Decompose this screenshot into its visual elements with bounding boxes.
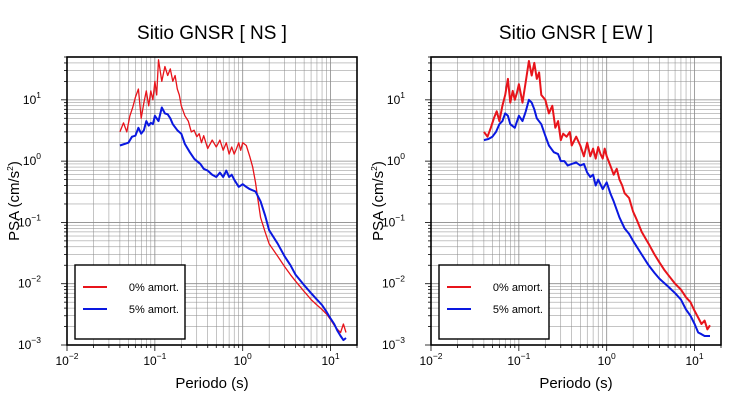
x-axis-label: Periodo (s) (539, 375, 612, 392)
tick-exponent: 1 (400, 90, 405, 100)
chart-title: Sitio GNSR [ EW ] (499, 23, 653, 44)
y-tick-label: 10−1 (18, 212, 41, 229)
tick-exponent: −2 (395, 274, 405, 284)
x-tick-label: 10−1 (143, 351, 166, 368)
chart-ns: Sitio GNSR [ NS ]10−2 10−1 100 10110−310−21… (5, 23, 358, 392)
tick-base: 10 (23, 93, 37, 107)
tick-exponent: 0 (611, 351, 616, 361)
tick-base: 10 (507, 354, 521, 368)
tick-base: 10 (18, 277, 32, 291)
tick-exponent: 0 (247, 351, 252, 361)
legend: 0% amort. 5% amort. (438, 264, 550, 340)
tick-exponent: 1 (335, 351, 340, 361)
tick-exponent: −1 (31, 212, 41, 222)
tick-exponent: −2 (69, 351, 79, 361)
x-tick-label: 100 (598, 351, 616, 368)
tick-base: 10 (18, 338, 32, 352)
tick-exponent: 1 (699, 351, 704, 361)
y-axis-label: PSA (cm/s2) (5, 161, 23, 241)
legend-box (74, 264, 186, 340)
series-line-amort-5 (119, 106, 347, 342)
tick-base: 10 (23, 154, 37, 168)
y-tick-label: 10−3 (382, 335, 405, 352)
x-tick-label: 100 (234, 351, 252, 368)
legend-label: 5% amort. (493, 304, 543, 316)
legend-label: 0% amort. (493, 282, 543, 294)
x-tick-label: 10−2 (419, 351, 442, 368)
legend: 0% amort. 5% amort. (74, 264, 186, 340)
tick-exponent: −1 (157, 351, 167, 361)
x-tick-label: 101 (686, 351, 704, 368)
y-tick-label: 101 (387, 90, 405, 107)
y-tick-label: 10−2 (382, 274, 405, 291)
legend-label: 0% amort. (129, 282, 179, 294)
tick-exponent: 0 (36, 151, 41, 161)
y-tick-label: 100 (23, 151, 41, 168)
y-tick-label: 100 (387, 151, 405, 168)
tick-exponent: 1 (36, 90, 41, 100)
series-line-amort-5 (483, 98, 710, 337)
x-axis-label: Periodo (s) (175, 375, 248, 392)
y-axis-label: PSA (cm/s2) (369, 161, 387, 241)
y-label-close: ) (370, 161, 387, 166)
series-line-amort-0 (483, 60, 711, 331)
chart-ew: Sitio GNSR [ EW ]10−2 10−1 100 10110−310−21… (369, 23, 722, 392)
legend-box (438, 264, 550, 340)
tick-base: 10 (382, 215, 396, 229)
y-tick-label: 101 (23, 90, 41, 107)
plot-frame (430, 56, 722, 346)
tick-base: 10 (387, 154, 401, 168)
tick-base: 10 (234, 354, 248, 368)
tick-exponent: −2 (433, 351, 443, 361)
tick-base: 10 (382, 277, 396, 291)
chart-title: Sitio GNSR [ NS ] (137, 23, 287, 44)
tick-base: 10 (686, 354, 700, 368)
y-tick-label: 10−3 (18, 335, 41, 352)
tick-exponent: −1 (521, 351, 531, 361)
legend-label: 5% amort. (129, 304, 179, 316)
tick-base: 10 (55, 354, 69, 368)
tick-exponent: −2 (31, 274, 41, 284)
tick-base: 10 (598, 354, 612, 368)
tick-exponent: −1 (395, 212, 405, 222)
tick-base: 10 (382, 338, 396, 352)
tick-base: 10 (387, 93, 401, 107)
y-tick-label: 10−2 (18, 274, 41, 291)
y-label-main: PSA (cm/s (370, 171, 387, 241)
tick-base: 10 (143, 354, 157, 368)
tick-base: 10 (18, 215, 32, 229)
tick-exponent: −3 (395, 335, 405, 345)
y-label-close: ) (6, 161, 23, 166)
tick-exponent: −3 (31, 335, 41, 345)
x-tick-label: 10−1 (507, 351, 530, 368)
series-line-amort-0 (119, 59, 347, 334)
tick-exponent: 0 (400, 151, 405, 161)
x-tick-label: 101 (322, 351, 340, 368)
y-label-superscript: 2 (5, 166, 15, 171)
y-label-main: PSA (cm/s (6, 171, 23, 241)
y-tick-label: 10−1 (382, 212, 405, 229)
plot-frame (66, 56, 358, 346)
tick-base: 10 (419, 354, 433, 368)
tick-base: 10 (322, 354, 336, 368)
x-tick-label: 10−2 (55, 351, 78, 368)
y-label-superscript: 2 (369, 166, 379, 171)
